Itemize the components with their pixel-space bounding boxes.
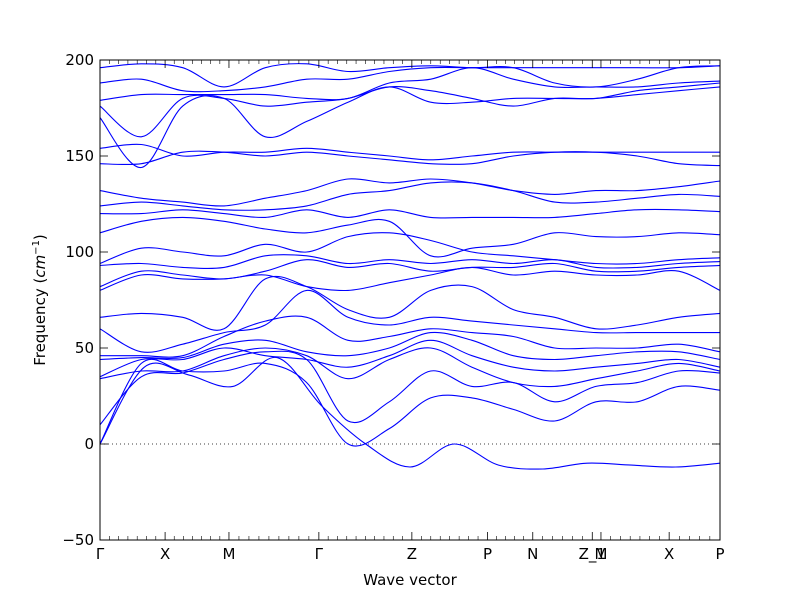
band-line-19 <box>99 143 720 161</box>
x-tick-layer: Γ X M Γ Z P N Z_1M X P <box>96 60 725 564</box>
band-line-10 <box>99 266 721 292</box>
y-tick-label: 150 <box>65 147 94 165</box>
y-axis-label: Frequency (cm−1) <box>31 234 49 366</box>
y-tick-label: 100 <box>65 243 94 261</box>
band-line-9 <box>99 275 721 331</box>
band-line-8 <box>99 289 720 353</box>
y-tick-label: 50 <box>75 339 94 357</box>
band-line-6 <box>99 331 721 361</box>
band-line-20 <box>99 86 721 169</box>
band-line-11 <box>99 259 721 288</box>
plot-frame <box>99 59 721 541</box>
x-tick-label: M <box>594 545 607 563</box>
y-axis-label-exponent: −1 <box>31 240 42 255</box>
x-tick-label: Z <box>407 545 417 563</box>
y-tick-layer: −50 0 50 100 150 200 <box>62 51 720 549</box>
y-tick-label: −50 <box>62 531 94 549</box>
band-line-13 <box>99 232 721 265</box>
band-line-15 <box>99 208 721 219</box>
x-tick-label: X <box>664 545 674 563</box>
x-tick-label: N <box>527 545 538 563</box>
band-line-3 <box>99 350 721 426</box>
x-tick-label: Γ <box>315 545 324 563</box>
y-axis-label-unit: cm <box>31 255 49 278</box>
band-line-7 <box>100 315 721 358</box>
y-axis-label-text: Frequency ( <box>31 278 49 366</box>
x-tick-label: Γ <box>96 545 105 563</box>
x-tick-label: P <box>715 545 724 563</box>
band-line-18 <box>99 150 721 167</box>
series-layer <box>99 63 721 470</box>
band-line-22 <box>99 67 721 101</box>
plot-background <box>100 60 720 540</box>
band-line-4 <box>99 347 721 388</box>
x-axis-label: Wave vector <box>363 571 457 589</box>
band-line-21 <box>99 82 721 138</box>
band-line-12 <box>99 254 721 269</box>
y-axis-label-close: ) <box>31 234 49 240</box>
band-line-1 <box>99 357 721 470</box>
y-tick-label: 0 <box>84 435 94 453</box>
y-tick-label: 200 <box>65 51 94 69</box>
band-line-24 <box>99 63 721 88</box>
band-line-17 <box>99 178 721 207</box>
band-line-16 <box>99 181 721 211</box>
band-line-14 <box>99 216 721 258</box>
x-tick-label: X <box>160 545 170 563</box>
band-line-23 <box>99 65 721 93</box>
x-tick-label: P <box>483 545 492 563</box>
band-line-2 <box>99 358 721 447</box>
x-tick-label: Z_1 <box>579 545 606 564</box>
x-tick-label: M <box>222 545 235 563</box>
x-minor-tick-layer <box>109 60 711 540</box>
band-line-5 <box>99 339 721 378</box>
